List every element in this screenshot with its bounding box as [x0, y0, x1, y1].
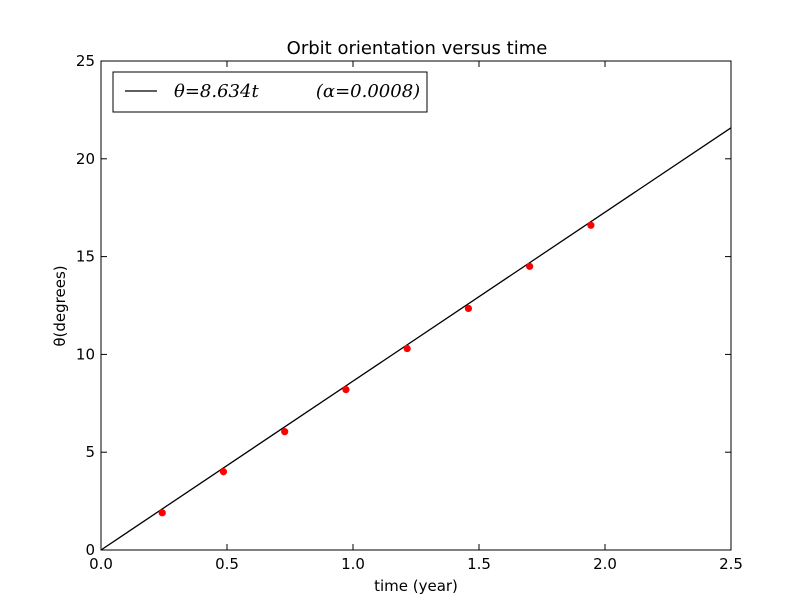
x-tick-label: 0.0 [89, 555, 113, 573]
x-tick-label: 2.0 [593, 555, 617, 573]
legend-label: θ=8.634t (α=0.0008) [174, 81, 420, 102]
data-point [587, 221, 595, 229]
fit-line [100, 127, 732, 551]
legend-box [112, 71, 428, 113]
chart-title: Orbit orientation versus time [287, 38, 548, 59]
y-tick-label: 25 [76, 52, 95, 70]
data-point [219, 468, 228, 476]
legend: θ=8.634t (α=0.0008) [112, 71, 428, 113]
y-tick-label: 10 [76, 345, 95, 363]
plot-frame [100, 60, 732, 551]
y-tick-label: 5 [85, 443, 95, 461]
data-point [342, 386, 350, 394]
series-layer [100, 127, 732, 551]
x-tick-label: 1.5 [467, 555, 491, 573]
data-point [403, 344, 411, 353]
axis-layer: 0.0 0.5 1.0 1.5 2.0 2.5 0 5 10 15 20 25 [76, 52, 743, 573]
y-tick-label: 0 [85, 541, 95, 559]
x-axis-label: time (year) [374, 577, 458, 595]
y-tick-label: 20 [76, 150, 95, 168]
data-point [281, 428, 289, 436]
x-tick-label: 0.5 [215, 555, 239, 573]
plot-area [101, 61, 731, 550]
data-point [464, 304, 473, 313]
data-point [158, 509, 166, 517]
y-axis-label: θ(degrees) [51, 265, 69, 346]
data-point [526, 262, 534, 270]
x-tick-label: 2.5 [719, 555, 743, 573]
x-tick-label: 1.0 [341, 555, 365, 573]
y-tick-label: 15 [76, 248, 95, 266]
